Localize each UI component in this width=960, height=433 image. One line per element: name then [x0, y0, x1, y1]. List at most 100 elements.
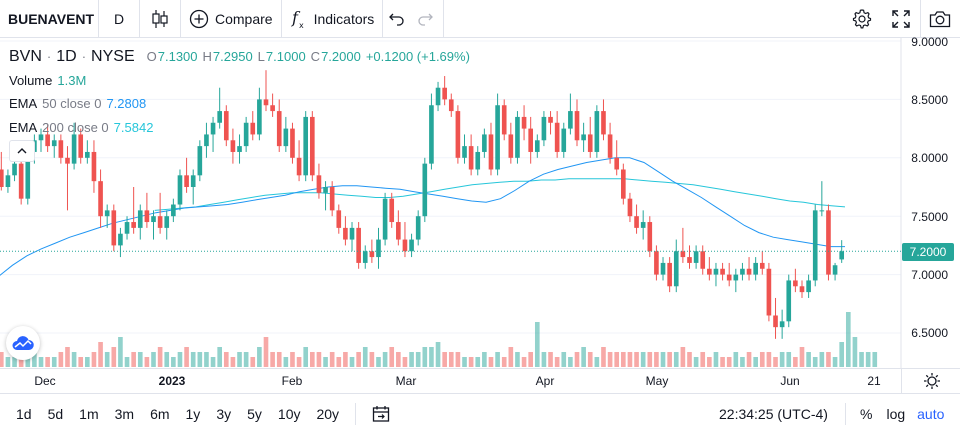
volume-bar	[230, 357, 236, 367]
candle-body	[164, 216, 170, 228]
plus-circle-icon	[189, 9, 209, 28]
legend-collapse-button[interactable]	[9, 140, 35, 162]
range-button-5y[interactable]: 5y	[247, 405, 262, 422]
undo-button[interactable]	[383, 0, 411, 38]
candle-body	[349, 227, 355, 240]
candle-body	[184, 175, 189, 187]
candle-body	[521, 116, 527, 129]
range-button-10y[interactable]: 10y	[277, 405, 301, 422]
volume-bar	[98, 342, 103, 367]
volume-bar	[845, 312, 851, 367]
volume-bar	[753, 357, 758, 367]
candle-body	[310, 116, 315, 176]
volume-bar	[38, 357, 44, 367]
auto-scale-button[interactable]: auto	[917, 405, 945, 422]
volume-bar	[594, 357, 600, 367]
volume-bar	[448, 352, 454, 367]
volume-bar	[369, 352, 375, 367]
range-button-3y[interactable]: 3y	[216, 405, 232, 422]
percent-scale-button[interactable]: %	[860, 405, 873, 422]
range-button-6m[interactable]: 6m	[150, 405, 170, 422]
axis-settings-button[interactable]	[923, 372, 941, 395]
log-scale-button[interactable]: log	[886, 405, 906, 422]
volume-bar	[316, 352, 322, 367]
gear-icon	[852, 9, 872, 29]
candle-body	[621, 169, 626, 199]
volume-bar	[382, 352, 388, 367]
range-button-20y[interactable]: 20y	[316, 405, 340, 422]
range-button-5d[interactable]: 5d	[47, 405, 64, 422]
range-button-1y[interactable]: 1y	[185, 405, 201, 422]
candle-body	[541, 116, 547, 141]
bottom-toolbar: 1d 5d 1m 3m 6m 1y 3y 5y 10y 20y 22:34:25…	[0, 394, 960, 433]
candle-body	[98, 181, 103, 217]
legend-ema50[interactable]: EMA 50 close 0 7.2808	[9, 92, 470, 116]
volume-bar	[270, 352, 275, 367]
volume-bar	[164, 352, 170, 367]
symbol-search-button[interactable]: BUENAVENT	[8, 10, 95, 27]
candle-body	[290, 128, 295, 158]
price-chart[interactable]	[0, 38, 960, 368]
candle-body	[488, 134, 494, 170]
goto-date-button[interactable]	[364, 394, 398, 433]
volume-bar	[548, 352, 553, 367]
volume-bar	[621, 352, 626, 367]
volume-bar	[257, 347, 262, 367]
candle-body	[422, 163, 428, 217]
candle-body	[396, 222, 401, 240]
settings-button[interactable]	[842, 0, 882, 38]
legend-ema200[interactable]: EMA 200 close 0 7.5842	[9, 116, 470, 140]
interval-button[interactable]: D	[113, 10, 125, 27]
legend-change: +0.1200 (+1.69%)	[365, 49, 470, 64]
candle-body	[65, 157, 70, 164]
legend-main-series[interactable]: BVN · 1D · NYSE O 7.1300 H 7.2950 L 7.1000 …	[9, 45, 470, 69]
candle-body	[51, 140, 57, 147]
volume-bar	[720, 357, 725, 367]
candle-body	[276, 111, 282, 147]
candle-body	[283, 128, 289, 147]
redo-button[interactable]	[411, 0, 439, 38]
candle-body	[687, 257, 692, 263]
volume-bar	[482, 352, 487, 367]
volume-bar	[726, 357, 732, 367]
chart-legend: BVN · 1D · NYSE O 7.1300 H 7.2950 L 7.1000 …	[9, 45, 470, 139]
indicators-button[interactable]: f x Indicators	[282, 0, 383, 38]
candle-style-button[interactable]	[140, 0, 180, 38]
fullscreen-button[interactable]	[882, 0, 920, 38]
candle-body	[111, 210, 117, 246]
snapshot-button[interactable]	[921, 0, 959, 38]
volume-bar	[137, 352, 143, 367]
time-tick-label: Dec	[34, 374, 56, 388]
candle-body	[812, 210, 818, 281]
volume-bar	[839, 342, 845, 367]
compare-button[interactable]: Compare	[181, 0, 281, 38]
volume-bar	[568, 357, 573, 367]
range-button-1m[interactable]: 1m	[79, 405, 99, 422]
candle-body	[627, 198, 633, 217]
candle-body	[58, 140, 64, 158]
candle-body	[124, 222, 130, 234]
range-button-1d[interactable]: 1d	[16, 405, 32, 422]
brand-logo-button[interactable]	[6, 326, 40, 360]
range-button-3m[interactable]: 3m	[114, 405, 135, 422]
clock-timezone[interactable]: 22:34:25 (UTC-4)	[719, 405, 828, 422]
price-tick-label: 8.5000	[911, 93, 948, 107]
toolbar-divider	[443, 0, 445, 38]
top-toolbar: BUENAVENT D Compare f x	[0, 0, 960, 38]
chart-pane[interactable]: 9.0000 8.5000 8.0000 7.5000 7.0000 6.500…	[0, 35, 960, 368]
legend-volume[interactable]: Volume 1.3M	[9, 69, 470, 93]
candle-body	[786, 280, 792, 322]
candle-body	[409, 239, 414, 252]
volume-bar	[157, 347, 163, 367]
volume-bar	[561, 352, 567, 367]
candle-body	[640, 222, 646, 228]
volume-bar	[435, 342, 441, 367]
volume-bar	[693, 357, 699, 367]
candle-body	[826, 210, 831, 275]
volume-bar	[71, 352, 77, 367]
time-axis[interactable]: Dec 2023 Feb Mar Apr May Jun 21	[0, 368, 960, 394]
candle-body	[316, 175, 322, 193]
candle-body	[448, 99, 454, 112]
volume-bar	[468, 357, 474, 367]
legend-close-value: 7.2000	[321, 49, 361, 64]
